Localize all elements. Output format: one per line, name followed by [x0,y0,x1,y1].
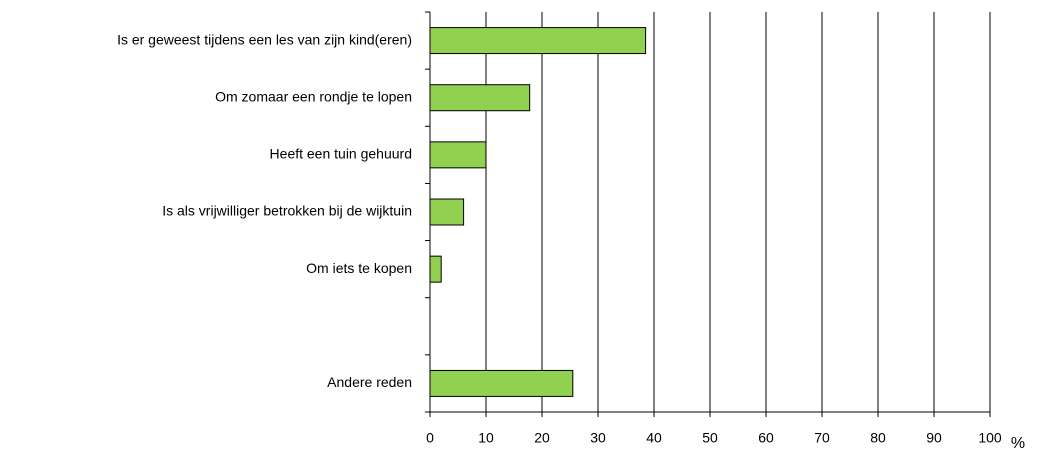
bar [429,141,487,169]
x-tick-label: 30 [590,430,606,446]
bar [429,84,531,112]
x-tick-label: 100 [978,430,1002,446]
x-tick-label: 40 [646,430,662,446]
x-tick-label: 20 [534,430,550,446]
y-tick-label: Om iets te kopen [306,260,412,276]
x-tick-label: 0 [426,430,434,446]
x-tick-label: 60 [758,430,774,446]
x-tick-label: 80 [870,430,886,446]
y-tick-label: Is er geweest tijdens een les van zijn k… [117,31,412,47]
bar [429,369,574,397]
x-axis-label: % [1011,435,1025,452]
y-tick-label: Is als vrijwilliger betrokken bij de wij… [162,203,412,219]
y-tick-label: Andere reden [327,374,412,390]
x-tick-label: 10 [478,430,494,446]
y-tick-label: Heeft een tuin gehuurd [270,146,412,162]
x-tick-label: 50 [702,430,718,446]
bar [429,198,465,226]
y-tick-label: Om zomaar een rondje te lopen [215,88,412,104]
bar [429,255,442,283]
x-tick-label: 90 [926,430,942,446]
x-tick-label: 70 [814,430,830,446]
bar [429,27,647,55]
